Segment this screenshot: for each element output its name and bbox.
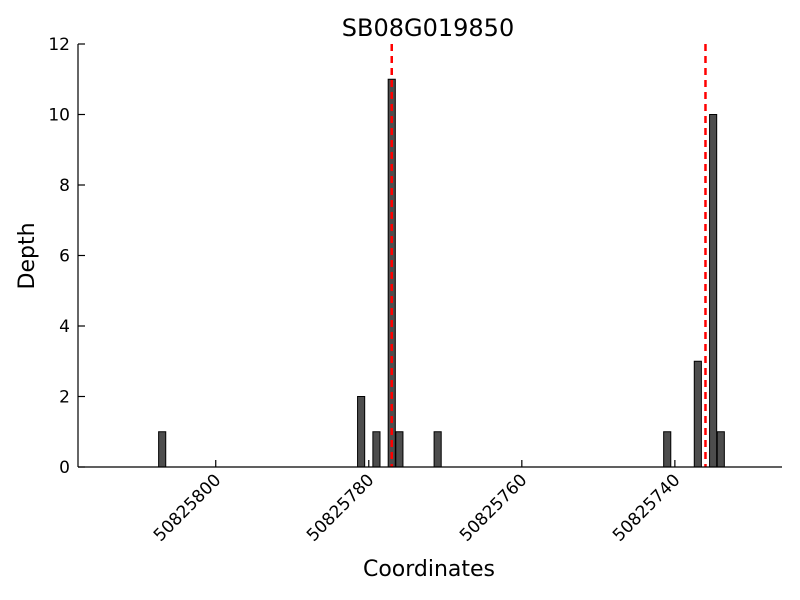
- y-tick-label-6: 6: [59, 247, 70, 267]
- x-axis-title: Coordinates: [363, 557, 495, 582]
- chart-title: SB08G019850: [342, 14, 514, 42]
- bar-50825737: [693, 360, 702, 468]
- bar-50825735: [709, 114, 718, 468]
- y-tick-label-2: 2: [59, 388, 70, 408]
- bar-50825771: [433, 431, 442, 468]
- bar-50825741: [663, 431, 672, 468]
- bar-50825807: [158, 431, 167, 468]
- ticks-layer: 0 2 4 6 8 10 12 50825800 50825780 50825760 5082574…: [48, 35, 684, 546]
- bar-50825779: [372, 431, 381, 468]
- bar-50825781: [357, 396, 366, 468]
- x-tick-label-50825760: 50825760: [456, 470, 531, 545]
- x-tick-label-50825800: 50825800: [150, 470, 225, 545]
- y-tick-label-12: 12: [48, 35, 70, 55]
- x-tick-label-50825740: 50825740: [609, 470, 684, 545]
- y-axis-title: Depth: [15, 222, 40, 289]
- axes-layer: [77, 44, 782, 468]
- y-tick-label-10: 10: [48, 106, 70, 126]
- bar-50825734: [716, 431, 725, 468]
- bar-50825776: [395, 431, 404, 468]
- y-tick-label-0: 0: [59, 458, 70, 478]
- bars-layer: [158, 78, 725, 468]
- markers-layer: [390, 44, 707, 467]
- y-tick-label-4: 4: [59, 317, 70, 337]
- y-tick-label-8: 8: [59, 176, 70, 196]
- x-tick-label-50825780: 50825780: [303, 470, 378, 545]
